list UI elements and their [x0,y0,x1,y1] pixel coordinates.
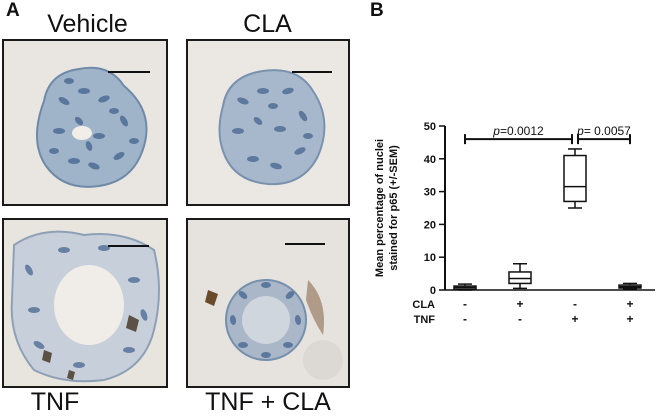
treatment-indicator: + [626,312,633,326]
p-value-label: p=0.0012 [492,124,544,138]
y-tick-label: 0 [430,285,436,297]
y-axis-label: Mean percentage of nuclei [374,139,386,277]
treatment-indicator: - [463,312,467,326]
micrograph-tnf-cla [186,218,350,388]
treatment-indicator: + [626,297,633,311]
treatment-row-label: CLA [412,299,435,311]
treatment-indicator: - [573,297,577,311]
treatment-indicator: + [571,312,578,326]
panel-a-label: A [6,0,20,21]
y-tick-label: 40 [424,154,436,166]
micrograph-tnf [2,218,168,388]
y-tick-label: 20 [424,219,436,231]
y-tick-label: 50 [424,121,436,133]
treatment-indicator: + [516,297,523,311]
micrograph-vehicle [2,39,168,206]
image-title-tnf-cla: TNF + CLA [205,388,331,416]
panel-b-label: B [370,0,384,21]
treatment-indicator: - [463,297,467,311]
y-axis-label: stained for p65 (+/-SEM) [388,145,400,271]
box-plot: 0 10 20 30 40 50 Mean percentage of nuclei stai… [374,121,655,326]
image-title-tnf: TNF [30,388,80,416]
y-tick-label: 10 [424,252,436,264]
image-title-vehicle: Vehicle [47,10,128,38]
box-iqr [563,154,587,203]
micrograph-cla [186,39,350,206]
box-iqr [508,271,532,285]
p-value-label: p= 0.0057 [576,124,631,138]
y-tick-label: 30 [424,187,436,199]
image-title-cla: CLA [243,10,292,38]
treatment-indicator: - [518,312,522,326]
treatment-row-label: TNF [414,314,436,326]
